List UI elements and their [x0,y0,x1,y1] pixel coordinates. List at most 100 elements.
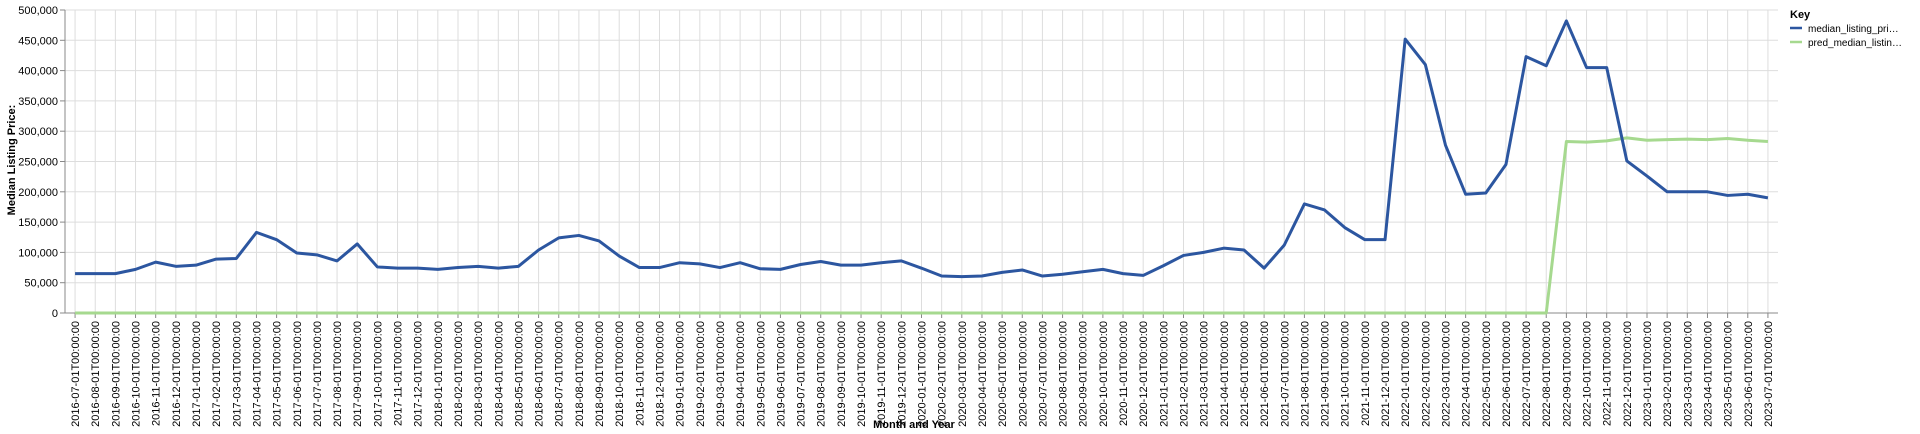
x-tick-label: 2023-05-01T00:00:00 [1723,321,1735,427]
x-tick-label: 2020-12-01T00:00:00 [1138,321,1150,427]
x-tick-label: 2021-08-01T00:00:00 [1299,321,1311,427]
x-tick-label: 2016-08-01T00:00:00 [90,321,102,427]
x-tick-label: 2020-03-01T00:00:00 [957,321,969,427]
x-tick-label: 2022-12-01T00:00:00 [1622,321,1634,427]
x-tick-label: 2022-07-01T00:00:00 [1521,321,1533,427]
x-tick-label: 2021-10-01T00:00:00 [1340,321,1352,427]
legend-title: Key [1790,9,1811,21]
series-line-0 [75,19,1769,279]
legend-label-0: median_listing_pri… [1808,24,1899,35]
x-tick-label: 2021-09-01T00:00:00 [1320,321,1332,427]
x-tick-label: 2020-10-01T00:00:00 [1098,321,1110,427]
x-tick-label: 2022-04-01T00:00:00 [1461,321,1473,427]
x-tick-label: 2023-03-01T00:00:00 [1682,321,1694,427]
x-tick-label: 2020-08-01T00:00:00 [1058,321,1070,427]
x-tick-label: 2021-02-01T00:00:00 [1178,321,1190,427]
x-tick-label: 2017-10-01T00:00:00 [372,321,384,427]
x-tick-label: 2019-02-01T00:00:00 [695,321,707,427]
y-axis-title: Median Listing Price: [6,105,18,216]
x-tick-label: 2017-12-01T00:00:00 [413,321,425,427]
x-tick-label: 2017-05-01T00:00:00 [272,321,284,427]
x-tick-label: 2019-04-01T00:00:00 [735,321,747,427]
x-tick-label: 2022-02-01T00:00:00 [1420,321,1432,427]
x-tick-label: 2022-05-01T00:00:00 [1481,321,1493,427]
x-tick-label: 2023-01-01T00:00:00 [1642,321,1654,427]
x-tick-label: 2021-01-01T00:00:00 [1158,321,1170,427]
y-tick-label: 150,000 [18,217,58,229]
series-line-1 [75,136,1769,315]
y-tick-label: 400,000 [18,66,58,78]
x-tick-label: 2019-05-01T00:00:00 [755,321,767,427]
x-tick-label: 2018-04-01T00:00:00 [493,321,505,427]
x-tick-label: 2016-07-01T00:00:00 [70,321,82,427]
x-tick-label: 2023-06-01T00:00:00 [1743,321,1755,427]
x-tick-label: 2021-11-01T00:00:00 [1360,321,1372,426]
x-tick-label: 2018-12-01T00:00:00 [655,321,667,427]
x-tick-label: 2018-11-01T00:00:00 [634,321,646,426]
x-tick-label: 2021-06-01T00:00:00 [1259,321,1271,427]
y-tick-label: 200,000 [18,187,58,199]
x-tick-label: 2017-11-01T00:00:00 [393,321,405,426]
x-tick-label: 2017-08-01T00:00:00 [332,321,344,427]
x-tick-label: 2021-04-01T00:00:00 [1219,321,1231,427]
x-tick-label: 2018-05-01T00:00:00 [513,321,525,427]
x-tick-label: 2019-11-01T00:00:00 [876,321,888,426]
x-tick-label: 2017-03-01T00:00:00 [231,321,243,427]
x-tick-label: 2020-07-01T00:00:00 [1037,321,1049,427]
x-tick-label: 2017-01-01T00:00:00 [191,321,203,427]
x-tick-label: 2023-07-01T00:00:00 [1763,321,1775,427]
y-tick-label: 300,000 [18,126,58,138]
x-tick-label: 2016-11-01T00:00:00 [151,321,163,426]
x-tick-label: 2021-07-01T00:00:00 [1279,321,1291,427]
x-tick-label: 2020-04-01T00:00:00 [977,321,989,427]
x-tick-label: 2018-03-01T00:00:00 [473,321,485,427]
x-tick-label: 2016-09-01T00:00:00 [110,321,122,427]
x-tick-label: 2018-09-01T00:00:00 [594,321,606,427]
legend-label-1: pred_median_listin… [1808,38,1902,49]
x-tick-label: 2019-08-01T00:00:00 [816,321,828,427]
y-tick-label: 250,000 [18,157,58,169]
x-tick-label: 2021-12-01T00:00:00 [1380,321,1392,427]
x-tick-label: 2018-07-01T00:00:00 [554,321,566,427]
x-tick-label: 2018-08-01T00:00:00 [574,321,586,427]
x-tick-label: 2019-10-01T00:00:00 [856,321,868,427]
gridlines [65,9,1778,314]
x-tick-label: 2017-02-01T00:00:00 [211,321,223,427]
x-axis-title: Month and Year [873,419,955,431]
y-tick-label: 450,000 [18,35,58,47]
y-tick-label: 0 [52,308,58,320]
x-tick-label: 2020-05-01T00:00:00 [997,321,1009,427]
x-tick-label: 2017-06-01T00:00:00 [292,321,304,427]
legend: Key median_listing_pri… pred_median_listi… [1790,9,1902,49]
series-lines [75,19,1769,315]
x-tick-label: 2022-09-01T00:00:00 [1561,321,1573,427]
x-tick-label: 2016-10-01T00:00:00 [131,321,143,427]
x-tick-label: 2022-03-01T00:00:00 [1440,321,1452,427]
x-tick-label: 2022-11-01T00:00:00 [1602,321,1614,426]
x-tick-label: 2020-11-01T00:00:00 [1118,321,1130,426]
x-tick-label: 2022-01-01T00:00:00 [1400,321,1412,427]
y-tick-label: 100,000 [18,247,58,259]
x-tick-label: 2020-02-01T00:00:00 [937,321,949,427]
x-tick-label: 2023-04-01T00:00:00 [1702,321,1714,427]
x-tick-label: 2022-06-01T00:00:00 [1501,321,1513,427]
x-tick-label: 2021-03-01T00:00:00 [1199,321,1211,427]
y-axis: 0 50,000 100,000 150,000 200,000 250,000 300,0… [18,5,66,320]
x-tick-label: 2017-09-01T00:00:00 [352,321,364,427]
x-tick-label: 2020-01-01T00:00:00 [917,321,929,427]
x-tick-label: 2019-12-01T00:00:00 [896,321,908,427]
x-tick-label: 2018-02-01T00:00:00 [453,321,465,427]
x-tick-label: 2019-09-01T00:00:00 [836,321,848,427]
x-tick-label: 2017-04-01T00:00:00 [251,321,263,427]
x-tick-label: 2019-01-01T00:00:00 [675,321,687,427]
y-tick-label: 350,000 [18,96,58,108]
x-axis: 2016-07-01T00:00:00 2016-08-01T00:00:00 20… [65,312,1778,427]
x-tick-label: 2016-12-01T00:00:00 [171,321,183,427]
legend-entries: median_listing_pri… pred_median_listin… [1790,24,1902,49]
x-tick-label: 2018-01-01T00:00:00 [433,321,445,427]
y-tick-label: 500,000 [18,5,58,17]
x-tick-label: 2023-02-01T00:00:00 [1662,321,1674,427]
x-tick-label: 2018-10-01T00:00:00 [614,321,626,427]
x-tick-label: 2022-08-01T00:00:00 [1541,321,1553,427]
